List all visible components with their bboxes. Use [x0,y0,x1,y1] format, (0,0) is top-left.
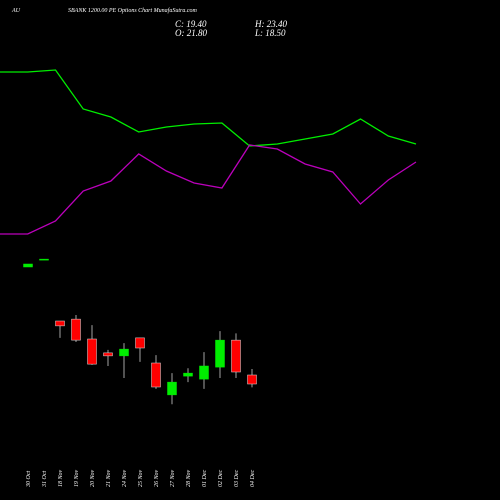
x-tick-label: 26 Nov [154,469,160,487]
candle-body [199,365,209,380]
x-tick-label: 04 Dec [249,470,256,487]
x-tick-label: 01 Dec [202,470,208,487]
indicator-line [0,144,417,235]
x-tick-label: 18 Nov [58,469,64,487]
symbol: AU [11,8,21,14]
candle-body [135,337,145,349]
candle-body [87,338,97,365]
x-tick-label: 30 Oct [26,471,32,488]
high-label: H: 23.40 [254,19,287,29]
candle-body [183,372,193,377]
candle-body [39,258,49,261]
candle-body [71,318,81,341]
x-tick-label: 24 Nov [121,469,128,487]
x-tick-label: 02 Dec [218,470,224,487]
candle-body [215,339,225,368]
candle-body [247,374,257,385]
close-label: C: 19.40 [175,19,207,29]
chart-title: SBANK 1200.00 PE Options Chart MunafaSut… [68,7,198,14]
open-label: O: 21.80 [175,28,207,38]
x-tick-label: 03 Dec [234,470,240,487]
candle-body [151,362,161,388]
candle-body [23,263,33,268]
indicator-line [0,69,417,147]
candle-body [55,320,65,327]
x-tick-label: 21 Nov [106,469,112,487]
candle-body [119,348,129,357]
x-tick-label: 20 Nov [90,469,96,487]
x-tick-label: 27 Nov [170,469,176,487]
x-tick-label: 25 Nov [138,469,144,487]
candle-body [103,352,113,357]
x-tick-label: 19 Nov [74,469,80,487]
x-tick-label: 28 Nov [186,469,192,487]
candle-body [167,381,177,396]
candle-body [231,339,241,373]
low-label: L: 18.50 [254,28,286,38]
x-tick-label: 31 Oct [42,471,48,488]
